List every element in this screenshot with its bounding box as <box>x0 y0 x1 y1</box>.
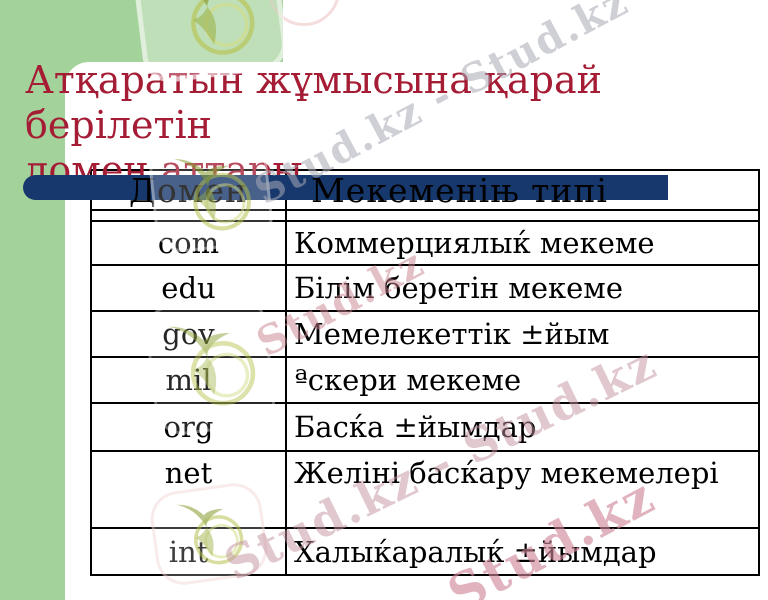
domain-cell: net <box>92 452 287 527</box>
header-cell-type: Мекеменіњ типі <box>287 170 758 210</box>
table-row: mil ªскери мекеме <box>92 358 758 404</box>
table-row: gov Мемелекеттік ±йым <box>92 312 758 358</box>
header-bar <box>23 175 668 200</box>
header-divider-row <box>92 211 758 222</box>
slide-title: Атқаратын жұмысына қарай берілетін домен… <box>25 58 760 193</box>
domain-cell: mil <box>92 358 287 402</box>
domain-cell: int <box>92 529 287 574</box>
domain-cell: com <box>92 222 287 264</box>
type-cell: Коммерциялыќ мекеме <box>294 226 655 260</box>
table-row: edu Білім беретін мекеме <box>92 266 758 312</box>
domain-table: Домен Мекеменіњ типі com Коммерциялыќ ме… <box>90 169 760 576</box>
table-row: org Басќа ±йымдар <box>92 404 758 452</box>
type-cell: ªскери мекеме <box>294 363 522 397</box>
type-cell: Білім беретін мекеме <box>294 271 623 305</box>
table-row: int Халыќаралыќ ±йымдар <box>92 529 758 574</box>
domain-cell: org <box>92 404 287 450</box>
type-cell: Басќа ±йымдар <box>294 410 537 444</box>
type-cell: Халыќаралыќ ±йымдар <box>294 534 657 569</box>
table-row: com Коммерциялыќ мекеме <box>92 222 758 266</box>
header-label-type: Мекеменіњ типі <box>311 170 608 210</box>
type-cell: Желіні басќару мекемелері <box>294 456 719 490</box>
spacer-cell <box>92 211 287 220</box>
table-row: net Желіні басќару мекемелері <box>92 452 758 529</box>
slide-title-line1: Атқаратын жұмысына қарай берілетін <box>25 58 602 147</box>
domain-cell: gov <box>92 312 287 356</box>
green-left-stripe <box>0 0 65 600</box>
type-cell: Мемелекеттік ±йым <box>294 317 610 351</box>
table-body: com Коммерциялыќ мекеме edu Білім береті… <box>92 222 758 574</box>
domain-cell: edu <box>92 266 287 310</box>
spacer-cell <box>287 211 758 220</box>
header-label-domain: Домен <box>129 170 248 210</box>
